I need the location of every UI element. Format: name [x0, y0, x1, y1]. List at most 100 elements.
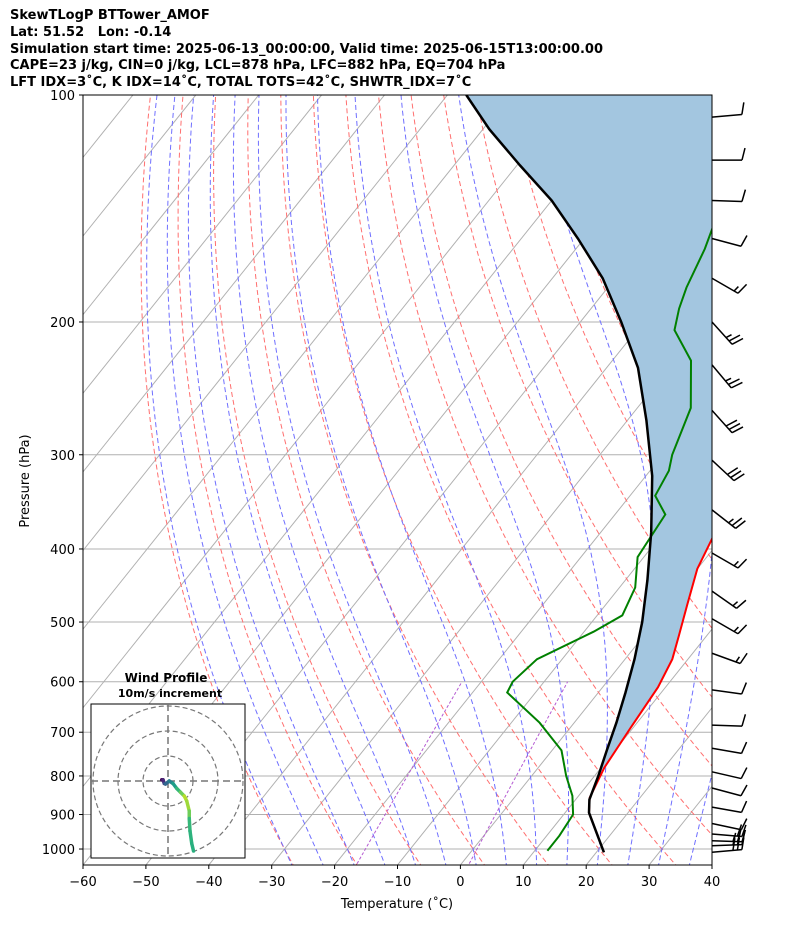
barb-half-feather	[733, 286, 739, 292]
wind-barb	[711, 590, 747, 609]
isotherm-line	[711, 864, 712, 865]
dry-adiabat-line	[475, 95, 712, 630]
dry-adiabat-line	[312, 95, 613, 865]
barb-feather	[737, 624, 748, 635]
barb-staff	[711, 199, 743, 203]
barb-feather	[728, 334, 741, 342]
barb-feather	[741, 714, 747, 727]
barb-feather	[728, 378, 740, 386]
barb-feather	[741, 682, 748, 695]
x-tick-label: −30	[258, 875, 285, 890]
moist-adiabat-line	[146, 95, 293, 865]
barb-staff	[711, 848, 742, 854]
station-title: SkewTLogP BTTower_AMOF	[10, 8, 210, 23]
barb-feather	[728, 422, 741, 431]
barb-feather	[741, 102, 745, 115]
dry-adiabat-line	[140, 95, 294, 865]
axes: Temperature (˚C) Pressure (hPa) −60 −50 −4…	[18, 89, 720, 912]
x-tick-label: −20	[321, 875, 348, 890]
barb-feather	[740, 818, 748, 831]
dry-adiabat-line	[703, 95, 712, 117]
barb-feather	[741, 824, 747, 837]
parcel-line	[465, 95, 654, 853]
isotherm-line	[83, 95, 260, 316]
barb-feather	[731, 517, 743, 527]
barb-feather	[739, 652, 748, 664]
wind-barb	[711, 818, 748, 831]
barb-half-feather	[733, 626, 739, 633]
isotherm-line	[83, 95, 511, 630]
y-axis-label: Pressure (hPa)	[18, 434, 33, 527]
y-tick-label: 200	[50, 316, 75, 331]
dry-adiabat-line	[377, 95, 712, 836]
barb-feather	[737, 283, 748, 294]
barb-feather	[736, 599, 747, 609]
moist-adiabat-line	[232, 95, 417, 865]
wind-barb	[711, 459, 745, 482]
wind-barb	[712, 147, 746, 161]
wind-barb	[711, 800, 748, 814]
barb-staff	[711, 409, 733, 434]
x-tick-label: −60	[69, 875, 96, 890]
y-tick-label: 400	[50, 543, 75, 558]
isotherm-line	[333, 392, 712, 865]
barb-staff	[711, 113, 742, 118]
barb-feather	[733, 473, 745, 482]
hodograph-segment	[187, 816, 192, 833]
barb-half-feather	[728, 518, 734, 524]
barb-staff	[711, 724, 743, 727]
wind-barb	[711, 682, 748, 695]
moist-adiabat-line	[209, 95, 386, 865]
barb-staff	[711, 787, 742, 797]
barb-feather	[736, 824, 743, 837]
wind-barb	[711, 409, 744, 434]
x-axis-label: Temperature (˚C)	[340, 896, 453, 912]
barb-staff	[711, 321, 733, 345]
isotherm-line	[83, 95, 574, 709]
y-tick-label: 100	[50, 89, 75, 104]
barb-staff	[711, 747, 742, 755]
wind-profile-inset: Wind Profile 10m/s increment	[90, 671, 246, 859]
barb-staff	[711, 552, 739, 569]
dewpoint-line	[505, 226, 712, 852]
wind-barb	[711, 235, 748, 248]
barb-half-feather	[735, 656, 741, 663]
dry-adiabat-line	[730, 78, 794, 868]
profile-lines	[465, 95, 712, 853]
inset-subtitle: 10m/s increment	[118, 687, 222, 700]
time-line: Simulation start time: 2025-06-13_00:00:…	[10, 41, 603, 57]
barb-feather	[731, 337, 744, 345]
moist-adiabat-line	[400, 95, 569, 865]
isotherm-line	[208, 235, 712, 865]
barb-feather	[731, 426, 744, 434]
barb-feather	[735, 520, 746, 529]
mixing-ratio-line	[467, 681, 569, 865]
barb-staff	[711, 806, 742, 814]
barb-staff	[711, 459, 735, 482]
x-tick-label: −10	[384, 875, 411, 890]
barb-feather	[737, 558, 748, 569]
barb-staff	[711, 277, 739, 294]
barb-feather	[741, 147, 746, 161]
moist-adiabat-line	[187, 95, 355, 865]
barb-half-feather	[725, 334, 732, 339]
isotherm-line	[83, 95, 323, 395]
hodograph-segment	[188, 829, 194, 846]
x-tick-label: 30	[641, 875, 658, 890]
inset-title: Wind Profile	[125, 671, 208, 685]
isotherm-line	[585, 706, 712, 865]
y-tick-label: 700	[50, 726, 75, 741]
wind-barb	[711, 741, 748, 755]
barb-feather	[730, 470, 742, 479]
cape-line: CAPE=23 j/kg, CIN=0 j/kg, LCL=878 hPa, L…	[10, 58, 506, 74]
x-tick-label: −40	[195, 875, 222, 890]
y-tick-label: 500	[50, 616, 75, 631]
y-tick-label: 300	[50, 449, 75, 464]
moist-adiabat-line	[285, 95, 477, 865]
wind-barb	[711, 767, 748, 780]
location-line: Lat: 51.52 Lon: -0.14	[10, 24, 172, 40]
isotherm-line	[83, 95, 197, 237]
wind-barb	[711, 784, 748, 797]
barb-feather	[740, 741, 748, 754]
wind-barb	[711, 509, 746, 529]
